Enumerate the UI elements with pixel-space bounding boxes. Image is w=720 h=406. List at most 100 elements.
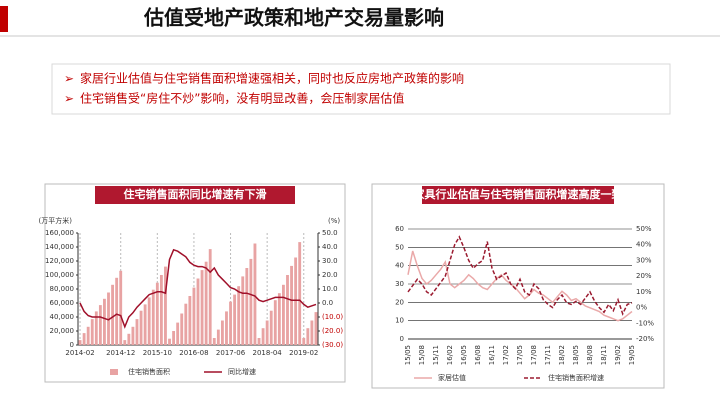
bar <box>176 322 180 345</box>
bar <box>306 328 310 345</box>
bar <box>164 266 167 345</box>
y-tick-label: 30 <box>395 280 404 288</box>
y-tick-label: 80,000 <box>50 285 75 293</box>
y2-tick-label: -10% <box>636 319 654 327</box>
chart-frame <box>371 183 665 389</box>
bar <box>196 278 200 345</box>
bar <box>107 292 110 345</box>
bar <box>98 305 102 345</box>
bar <box>123 340 127 345</box>
bar <box>82 333 86 345</box>
y-tick-label: 0 <box>70 341 74 349</box>
bar <box>302 338 306 345</box>
bar <box>86 326 90 345</box>
y2-tick-label: 50.0 <box>322 229 338 237</box>
bar <box>192 287 196 345</box>
bar <box>208 249 212 345</box>
x-tick-label: 16/02 <box>446 345 454 365</box>
y2-unit-label: (%) <box>328 217 340 225</box>
line-series <box>407 235 633 316</box>
slide-title: 估值受地产政策和地产交易量影响 <box>143 6 444 30</box>
bar <box>180 313 184 345</box>
x-tick-label: 2017-06 <box>216 349 246 357</box>
y2-tick-label: 20.0 <box>322 271 338 279</box>
bar <box>159 275 163 345</box>
bullet: 家居行业估值与住宅销售面积增速强相关，同时也反应房地产政策的影响 <box>80 71 464 86</box>
x-tick-label: 2016-08 <box>179 349 208 357</box>
bar <box>298 242 302 345</box>
y2-tick-label: 10% <box>636 288 652 296</box>
y-tick-label: 0 <box>400 335 404 343</box>
line-series <box>79 248 317 329</box>
bar <box>200 270 204 345</box>
bar <box>294 257 298 345</box>
x-tick-label: 2018-04 <box>253 349 283 357</box>
bar <box>135 319 139 345</box>
y-tick-label: 60,000 <box>50 299 75 307</box>
x-tick-label: 16/11 <box>488 345 496 365</box>
x-tick-label: 17/08 <box>530 345 538 365</box>
y-unit-label: (万平方米) <box>39 216 73 225</box>
bar <box>131 326 135 345</box>
legend-label: 家居估值 <box>438 373 466 382</box>
bullet-icon: ➢ <box>64 92 74 106</box>
y2-tick-label: (10.0) <box>322 313 343 321</box>
bar <box>314 312 318 345</box>
bar <box>188 296 192 345</box>
y2-tick-label: 30.0 <box>322 257 338 265</box>
bar <box>249 258 253 345</box>
y-tick-label: 60 <box>395 225 404 233</box>
y-tick-label: 40,000 <box>50 313 75 321</box>
legend-label: 同比增速 <box>228 367 256 376</box>
bar <box>119 270 123 345</box>
y2-tick-label: 30% <box>636 256 652 264</box>
bar <box>245 268 249 345</box>
bar <box>233 294 237 345</box>
bar <box>225 311 228 345</box>
x-tick-label: 17/02 <box>502 345 510 365</box>
bar <box>237 286 241 345</box>
y2-tick-label: 20% <box>636 272 652 280</box>
bar <box>261 328 265 345</box>
bar <box>277 293 281 345</box>
y2-tick-label: 40.0 <box>322 243 338 251</box>
legend-label: 住宅销售面积 <box>128 367 170 376</box>
y2-tick-label: 0.0 <box>322 299 333 307</box>
bar <box>147 297 151 345</box>
bar <box>241 276 245 345</box>
x-tick-label: 15/08 <box>418 345 426 365</box>
bullet-box <box>51 63 671 115</box>
bar <box>220 320 224 345</box>
y2-tick-label: 0% <box>636 304 647 312</box>
x-tick-label: 17/11 <box>544 345 552 365</box>
bar <box>212 338 216 345</box>
line-series <box>407 250 633 322</box>
bar <box>90 319 94 345</box>
y2-tick-label: 10.0 <box>322 285 338 293</box>
y-tick-label: 140,000 <box>45 243 74 251</box>
x-tick-label: 15/05 <box>404 345 412 365</box>
y-tick-label: 20 <box>395 298 404 306</box>
bar <box>115 277 119 345</box>
bar <box>269 310 273 345</box>
chart-title: 家具行业估值与住宅销售面积增速高度一致 <box>414 187 624 201</box>
bar <box>143 304 147 345</box>
y-tick-label: 20,000 <box>50 327 75 335</box>
y-tick-label: 40 <box>395 262 404 270</box>
y-tick-label: 50 <box>395 243 404 251</box>
x-tick-label: 17/05 <box>516 345 524 365</box>
x-tick-label: 16/05 <box>460 345 468 365</box>
bar <box>172 331 176 345</box>
y2-tick-label: 50% <box>636 225 652 233</box>
legend-label: 住宅销售面积增速 <box>548 373 604 382</box>
bar <box>282 284 285 345</box>
bar <box>155 282 159 345</box>
bar <box>103 298 106 345</box>
x-tick-label: 16/08 <box>474 345 482 365</box>
x-tick-label: 2015-10 <box>143 349 172 357</box>
y-tick-label: 100,000 <box>45 271 74 279</box>
bar <box>111 284 114 345</box>
bar <box>229 301 232 345</box>
x-tick-label: 18/05 <box>572 345 580 365</box>
